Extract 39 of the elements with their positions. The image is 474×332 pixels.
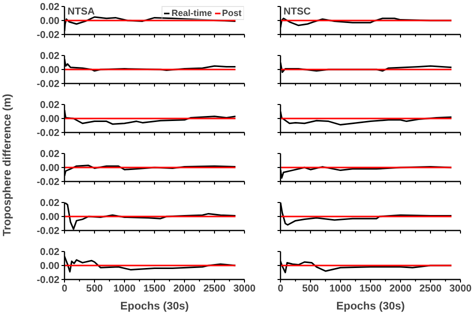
y-tick-label: -0.02 <box>36 177 60 188</box>
y-tick-label: 0.00 <box>40 65 60 76</box>
x-tick-label: 0 <box>62 284 68 294</box>
legend-label: Post <box>222 8 242 18</box>
x-tick-label: 1500 <box>359 284 382 294</box>
y-tick-label: 0.02 <box>40 100 60 111</box>
y-tick-label: 0.00 <box>40 261 60 272</box>
legend-label: Real-time <box>171 8 212 18</box>
y-tick-label: -0.02 <box>36 226 60 237</box>
y-tick-label: -0.02 <box>36 128 60 139</box>
y-tick-label: -0.02 <box>36 79 60 90</box>
y-tick-label: 0.02 <box>40 2 60 13</box>
x-axis-title: Epochs (30s) <box>120 300 190 312</box>
y-tick-label: 0.00 <box>40 163 60 174</box>
x-tick-label: 3000 <box>449 284 472 294</box>
x-axis-title: Epochs (30s) <box>336 300 406 312</box>
x-tick-label: 3000 <box>233 284 256 294</box>
x-tick-label: 0 <box>278 284 284 294</box>
y-tick-label: 0.00 <box>40 16 60 27</box>
y-tick-label: 0.02 <box>40 149 60 160</box>
x-tick-label: 1500 <box>143 284 166 294</box>
y-axis-title: Troposphere difference (m) <box>2 93 14 236</box>
chart-title: NTSA <box>68 6 95 18</box>
chart-title: NTSC <box>284 6 311 18</box>
x-tick-label: 1000 <box>113 284 136 294</box>
y-tick-label: 0.00 <box>40 212 60 223</box>
x-tick-label: 500 <box>302 284 320 294</box>
x-tick-label: 2500 <box>203 284 226 294</box>
x-tick-label: 2000 <box>389 284 412 294</box>
y-tick-label: -0.02 <box>36 30 60 41</box>
y-tick-label: -0.02 <box>36 275 60 286</box>
y-tick-label: 0.02 <box>40 247 60 258</box>
x-tick-label: 500 <box>86 284 104 294</box>
x-tick-label: 2500 <box>419 284 442 294</box>
y-tick-label: 0.02 <box>40 198 60 209</box>
y-tick-label: 0.02 <box>40 51 60 62</box>
y-tick-label: 0.00 <box>40 114 60 125</box>
x-tick-label: 2000 <box>173 284 196 294</box>
x-tick-label: 1000 <box>329 284 352 294</box>
